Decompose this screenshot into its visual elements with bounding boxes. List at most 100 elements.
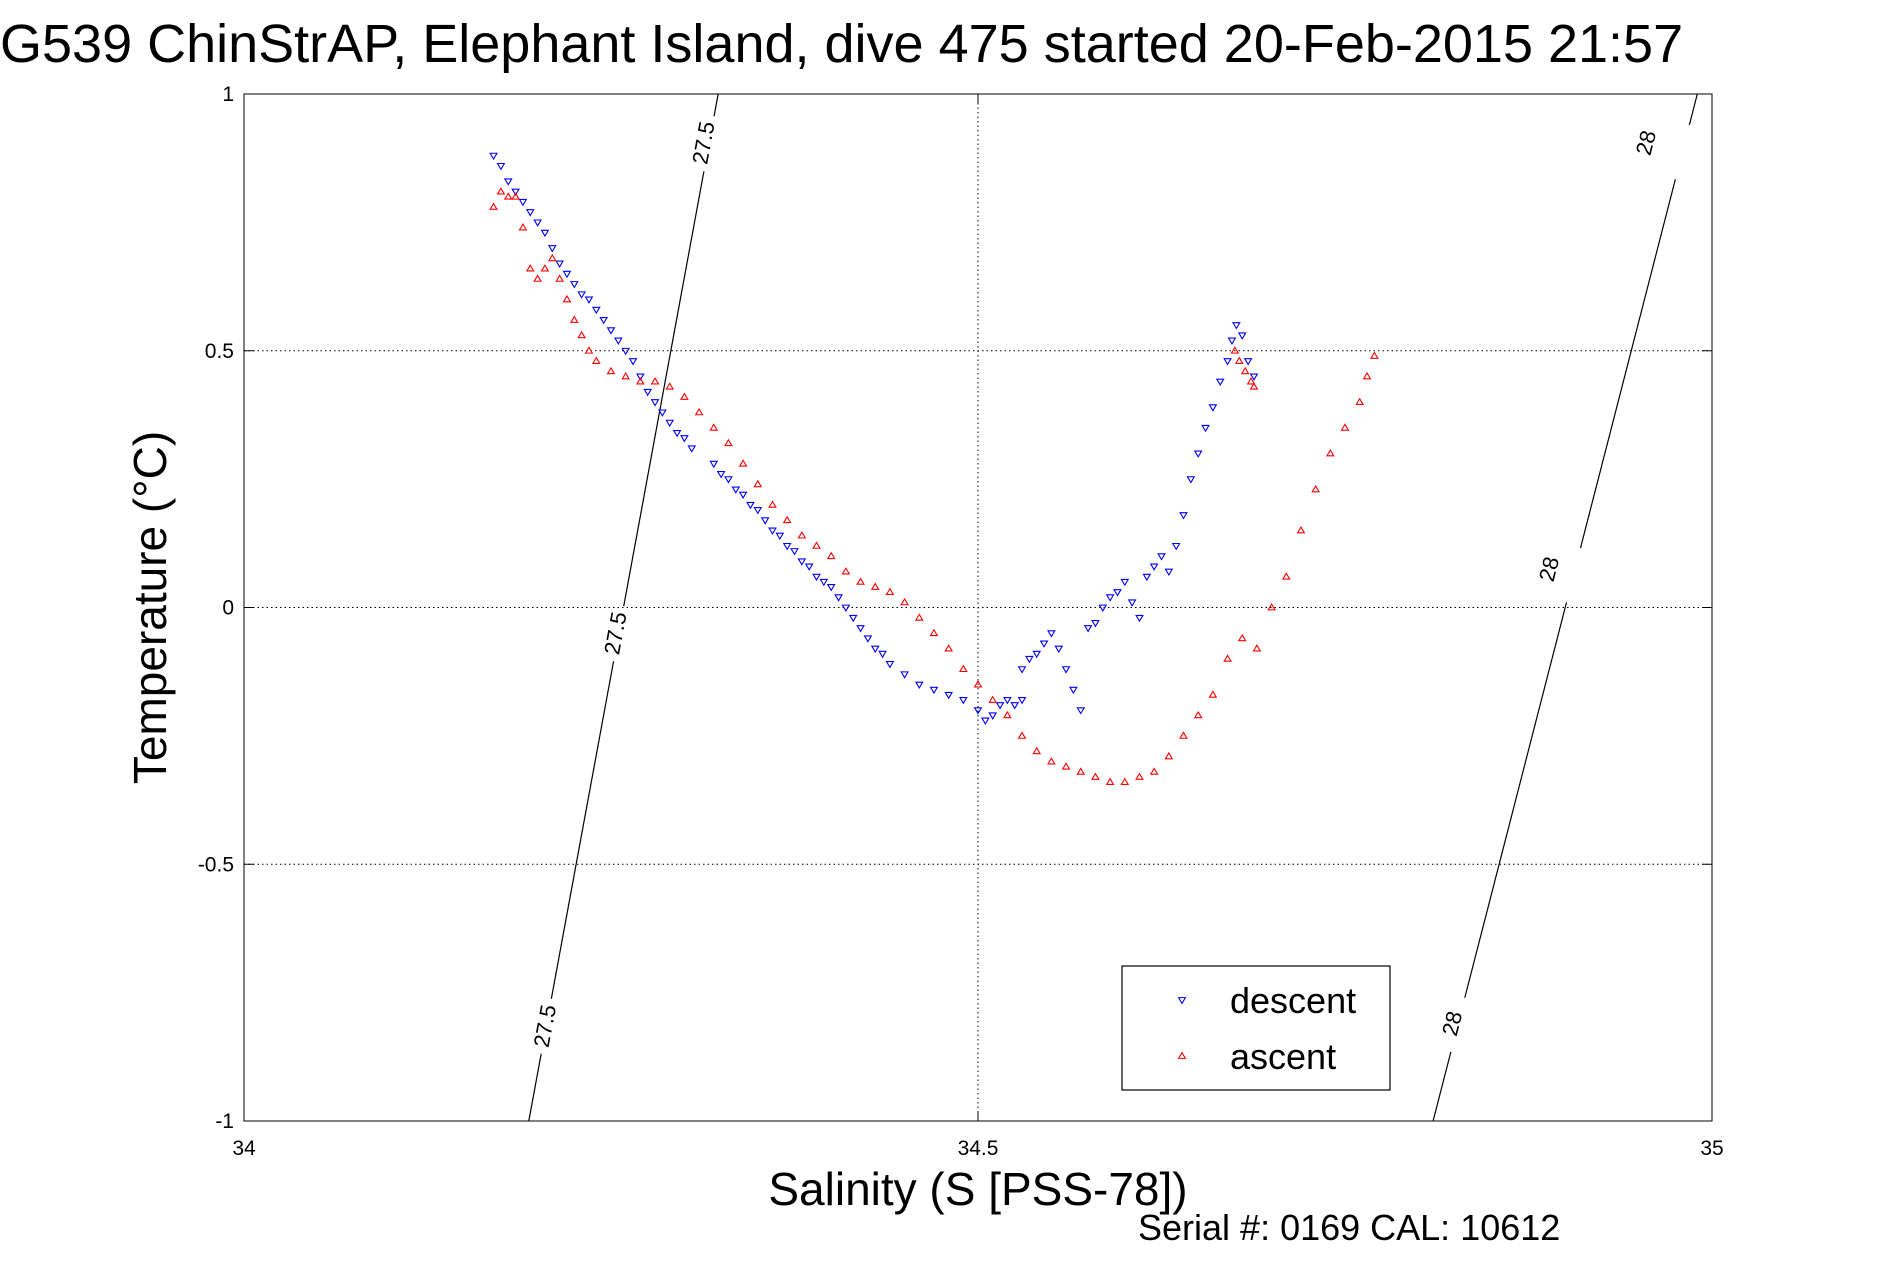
ascent-point <box>1076 767 1086 775</box>
ascent-point <box>1355 397 1365 406</box>
descent-point <box>489 152 498 161</box>
y-tick-label: -0.5 <box>198 853 234 876</box>
descent-point <box>709 460 719 469</box>
chart-title: G539 ChinStrAP, Elephant Island, dive 47… <box>0 14 1683 74</box>
descent-point <box>856 625 865 633</box>
descent-point <box>900 671 909 679</box>
descent-point <box>1047 630 1056 638</box>
descent-point <box>878 650 887 659</box>
descent-point <box>790 548 799 556</box>
ascent-point <box>782 515 792 524</box>
isopycnal-line <box>1579 179 1676 549</box>
ascent-point <box>1296 525 1306 534</box>
ascent-point <box>1149 767 1159 775</box>
descent-point <box>658 409 667 417</box>
descent-point <box>687 445 697 453</box>
ascent-point <box>665 382 675 390</box>
legend-label-ascent: ascent <box>1230 1036 1336 1077</box>
descent-point <box>958 696 968 705</box>
series-descent <box>489 152 1259 725</box>
ascent-point <box>1369 351 1379 359</box>
descent-point <box>738 491 748 500</box>
descent-point <box>1091 619 1100 628</box>
descent-point <box>1201 424 1210 433</box>
descent-point <box>914 681 924 690</box>
descent-point <box>599 317 609 325</box>
ascent-point <box>958 664 968 673</box>
ascent-point <box>768 500 777 508</box>
ascent-point <box>511 192 520 200</box>
descent-point <box>665 419 675 428</box>
legend-label-descent: descent <box>1230 980 1356 1021</box>
ascent-point <box>1234 356 1244 364</box>
descent-point <box>1054 645 1064 654</box>
ascent-point <box>944 644 954 652</box>
ascent-point <box>1281 572 1291 580</box>
y-tick-label: -1 <box>215 1110 234 1133</box>
serial-cal-footer: Serial #: 0169 CAL: 10612 <box>1138 1207 1560 1248</box>
descent-point <box>980 717 990 725</box>
descent-point <box>547 245 557 253</box>
y-tick-label: 0 <box>222 597 234 620</box>
descent-point <box>643 388 653 397</box>
ascent-point <box>489 202 498 210</box>
data-series <box>489 152 1379 786</box>
ascent-point <box>1164 751 1174 760</box>
descent-point <box>1171 542 1181 551</box>
ascent-point <box>1252 644 1262 652</box>
ascent-point <box>709 423 719 431</box>
descent-point <box>555 260 564 268</box>
ascent-point <box>1223 654 1232 662</box>
ascent-point <box>1230 346 1240 354</box>
ascent-point <box>1047 757 1056 765</box>
ascent-point <box>1208 690 1218 698</box>
ascent-point <box>1032 746 1042 755</box>
ascent-point <box>635 377 645 385</box>
descent-point <box>731 486 741 494</box>
ascent-point <box>914 613 924 621</box>
isopycnal-line <box>1464 602 1568 998</box>
descent-point <box>621 347 631 356</box>
descent-point <box>680 435 689 443</box>
ascent-point <box>1362 371 1372 380</box>
x-tick-label: 35 <box>1700 1137 1723 1160</box>
descent-point <box>1010 702 1020 710</box>
ascent-point <box>577 330 587 339</box>
descent-point <box>525 209 535 217</box>
legend-box <box>1121 965 1391 1091</box>
ascent-point <box>591 356 601 364</box>
descent-point <box>628 358 638 366</box>
ascent-point <box>496 187 506 195</box>
descent-point <box>870 645 880 654</box>
series-ascent <box>489 187 1379 786</box>
descent-point <box>819 578 829 587</box>
descent-point <box>1061 666 1071 674</box>
descent-point <box>518 198 528 207</box>
descent-point <box>613 337 623 345</box>
descent-point <box>1083 625 1093 633</box>
ascent-point <box>797 531 807 539</box>
ascent-point <box>1120 777 1130 786</box>
descent-point <box>1032 650 1042 659</box>
descent-point <box>804 563 814 571</box>
ascent-point <box>1237 633 1247 642</box>
descent-point <box>1237 332 1247 340</box>
ascent-point <box>621 371 631 380</box>
ascent-point <box>1179 731 1188 739</box>
descent-point <box>591 306 601 315</box>
isopycnal-line <box>1432 1051 1452 1122</box>
ascent-point <box>1193 710 1203 719</box>
descent-point <box>746 501 755 510</box>
descent-point <box>1120 578 1130 587</box>
descent-point <box>834 594 843 602</box>
descent-point <box>812 573 821 582</box>
ascent-point <box>1325 448 1335 457</box>
legend: descent ascent <box>1121 965 1391 1091</box>
descent-point <box>716 471 726 479</box>
descent-point <box>988 712 998 720</box>
descent-point <box>826 584 836 592</box>
ascent-point <box>929 628 939 637</box>
ascent-point <box>885 587 895 596</box>
descent-point <box>569 281 579 289</box>
